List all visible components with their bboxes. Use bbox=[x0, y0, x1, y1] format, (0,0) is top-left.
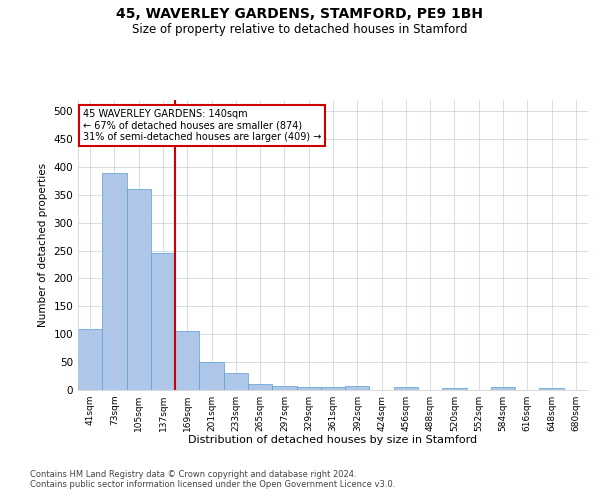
Bar bbox=[78, 328, 102, 390]
Bar bbox=[442, 388, 467, 390]
Text: Contains HM Land Registry data © Crown copyright and database right 2024.: Contains HM Land Registry data © Crown c… bbox=[30, 470, 356, 479]
Y-axis label: Number of detached properties: Number of detached properties bbox=[38, 163, 48, 327]
Bar bbox=[345, 386, 370, 390]
Bar bbox=[539, 388, 564, 390]
Bar bbox=[175, 332, 199, 390]
Bar bbox=[394, 387, 418, 390]
Bar bbox=[127, 189, 151, 390]
Text: Distribution of detached houses by size in Stamford: Distribution of detached houses by size … bbox=[188, 435, 478, 445]
Bar bbox=[102, 172, 127, 390]
Bar bbox=[296, 387, 321, 390]
Bar bbox=[272, 386, 296, 390]
Text: 45, WAVERLEY GARDENS, STAMFORD, PE9 1BH: 45, WAVERLEY GARDENS, STAMFORD, PE9 1BH bbox=[116, 8, 484, 22]
Bar bbox=[248, 384, 272, 390]
Bar bbox=[151, 254, 175, 390]
Text: Size of property relative to detached houses in Stamford: Size of property relative to detached ho… bbox=[132, 22, 468, 36]
Bar bbox=[224, 374, 248, 390]
Bar bbox=[491, 387, 515, 390]
Bar bbox=[321, 387, 345, 390]
Text: 45 WAVERLEY GARDENS: 140sqm
← 67% of detached houses are smaller (874)
31% of se: 45 WAVERLEY GARDENS: 140sqm ← 67% of det… bbox=[83, 108, 322, 142]
Text: Contains public sector information licensed under the Open Government Licence v3: Contains public sector information licen… bbox=[30, 480, 395, 489]
Bar bbox=[199, 362, 224, 390]
